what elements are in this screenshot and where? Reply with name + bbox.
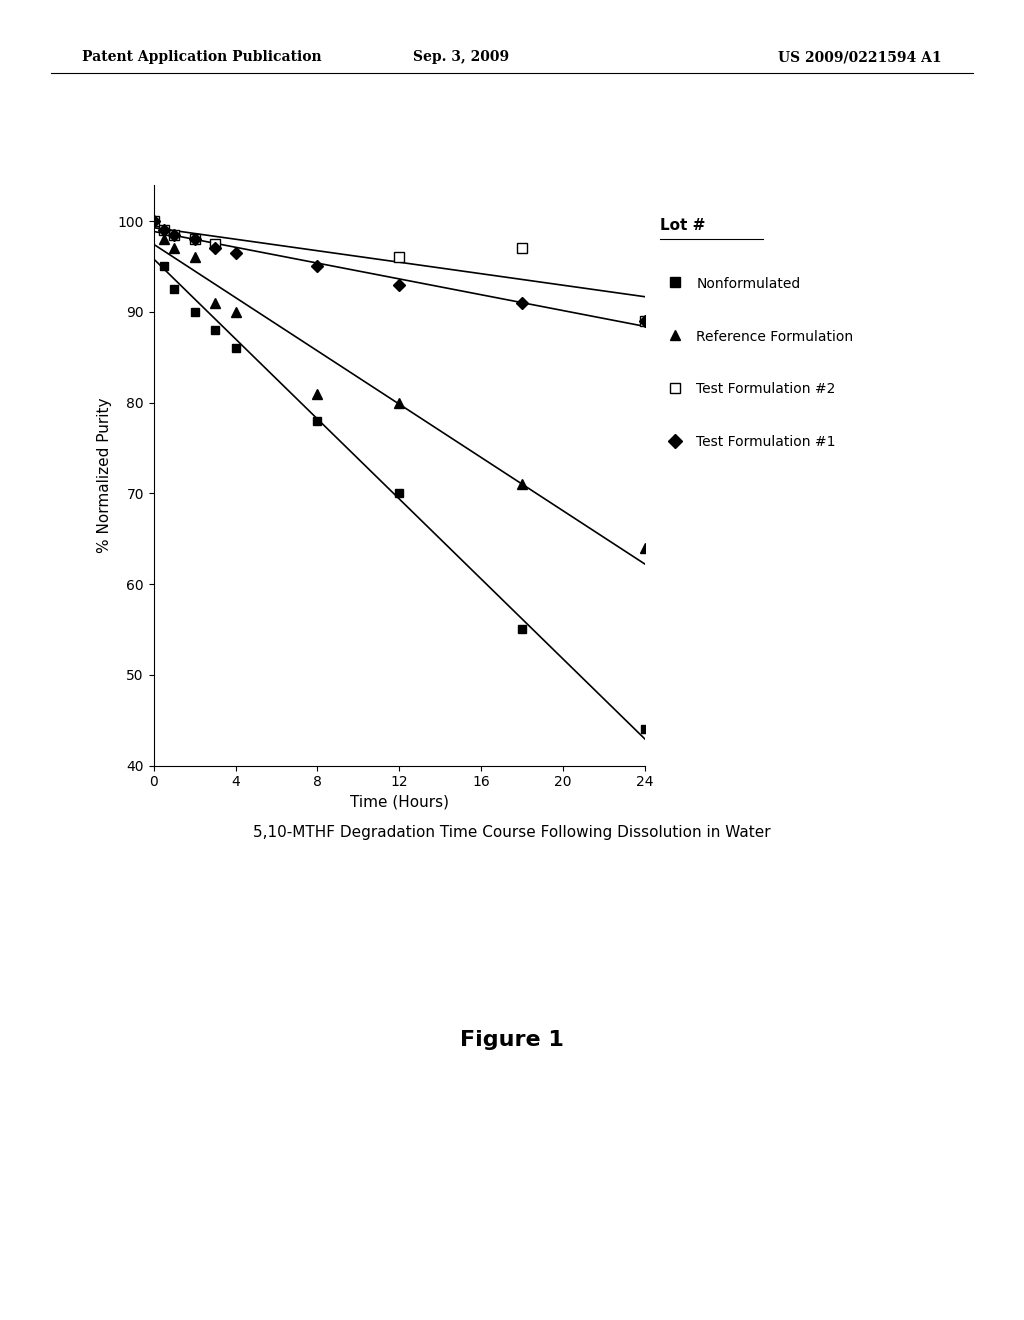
Text: US 2009/0221594 A1: US 2009/0221594 A1 — [778, 50, 942, 65]
X-axis label: Time (Hours): Time (Hours) — [350, 795, 449, 810]
Text: Figure 1: Figure 1 — [460, 1030, 564, 1049]
Text: Lot #: Lot # — [660, 218, 706, 232]
Text: Nonformulated: Nonformulated — [696, 277, 801, 290]
Text: Test Formulation #2: Test Formulation #2 — [696, 383, 836, 396]
Text: Reference Formulation: Reference Formulation — [696, 330, 853, 343]
Text: Test Formulation #1: Test Formulation #1 — [696, 436, 836, 449]
Text: 5,10-MTHF Degradation Time Course Following Dissolution in Water: 5,10-MTHF Degradation Time Course Follow… — [253, 825, 771, 840]
Text: Sep. 3, 2009: Sep. 3, 2009 — [413, 50, 509, 65]
Text: Patent Application Publication: Patent Application Publication — [82, 50, 322, 65]
Y-axis label: % Normalized Purity: % Normalized Purity — [97, 397, 112, 553]
